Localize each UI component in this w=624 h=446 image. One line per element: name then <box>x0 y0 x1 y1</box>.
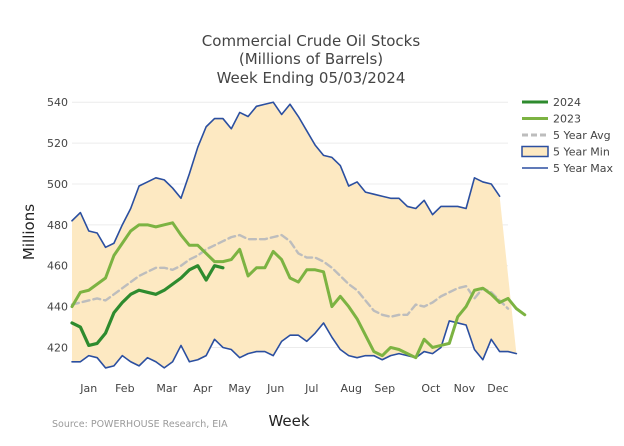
legend-label-5-year-avg: 5 Year Avg <box>553 129 611 142</box>
legend-item-5-year-avg: 5 Year Avg <box>522 129 611 142</box>
series-line-5-year-avg <box>70 233 510 319</box>
x-axis-ticks: Jan Feb Mar Apr May Jun Jul Aug Sep Oct Nov Dec <box>79 382 508 395</box>
chart-title: Commercial Crude Oil Stocks (Millions of… <box>202 32 421 87</box>
legend-item-5-year-max: 5 Year Max <box>522 162 614 175</box>
y-tick-label-500: 500 <box>47 178 68 191</box>
legend-label-2023: 2023 <box>553 113 581 126</box>
x-tick-label-oct: Oct <box>421 382 441 395</box>
legend-label-2024: 2024 <box>553 96 581 109</box>
legend: 2024 2023 5 Year Avg 5 Year Min 5 Year Max <box>521 96 614 175</box>
x-tick-label-may: May <box>228 382 251 395</box>
title-line-3: Week Ending 05/03/2024 <box>217 69 406 87</box>
y-tick-label-540: 540 <box>47 96 68 109</box>
x-tick-label-aug: Aug <box>340 382 361 395</box>
legend-label-5-year-max: 5 Year Max <box>553 162 614 175</box>
x-tick-label-dec: Dec <box>487 382 508 395</box>
x-tick-label-nov: Nov <box>454 382 476 395</box>
y-axis-ticks: 420 440 460 480 500 520 540 <box>47 96 68 354</box>
source-note: Source: POWERHOUSE Research, EIA <box>52 419 228 430</box>
series-line-2023 <box>70 221 527 360</box>
legend-item-2024: 2024 <box>522 96 581 109</box>
title-line-2: (Millions of Barrels) <box>239 50 383 68</box>
five-year-range-band <box>72 102 517 368</box>
range-band-fill <box>72 102 517 368</box>
legend-item-5-year-min: 5 Year Min <box>521 145 610 159</box>
x-tick-label-jan: Jan <box>79 382 97 395</box>
series-line-5-year-max <box>71 101 501 249</box>
x-tick-label-sep: Sep <box>374 382 395 395</box>
x-tick-label-jun: Jun <box>266 382 284 395</box>
legend-label-5-year-min: 5 Year Min <box>553 146 610 159</box>
y-tick-label-420: 420 <box>47 341 68 354</box>
series-line-5-year-min <box>71 320 518 369</box>
x-axis-title: Week <box>268 412 309 430</box>
legend-swatch-5-year-min <box>521 145 549 158</box>
series-lines <box>70 101 527 369</box>
series-line-2024 <box>70 264 225 348</box>
title-line-1: Commercial Crude Oil Stocks <box>202 32 421 50</box>
x-tick-label-mar: Mar <box>156 382 177 395</box>
y-axis-title: Millions <box>20 204 38 260</box>
y-tick-label-480: 480 <box>47 219 68 232</box>
y-tick-label-440: 440 <box>47 301 68 314</box>
y-tick-label-520: 520 <box>47 137 68 150</box>
y-tick-label-460: 460 <box>47 260 68 273</box>
x-tick-label-jul: Jul <box>304 382 318 395</box>
x-tick-label-feb: Feb <box>115 382 134 395</box>
legend-item-2023: 2023 <box>522 113 581 126</box>
x-tick-label-apr: Apr <box>193 382 213 395</box>
